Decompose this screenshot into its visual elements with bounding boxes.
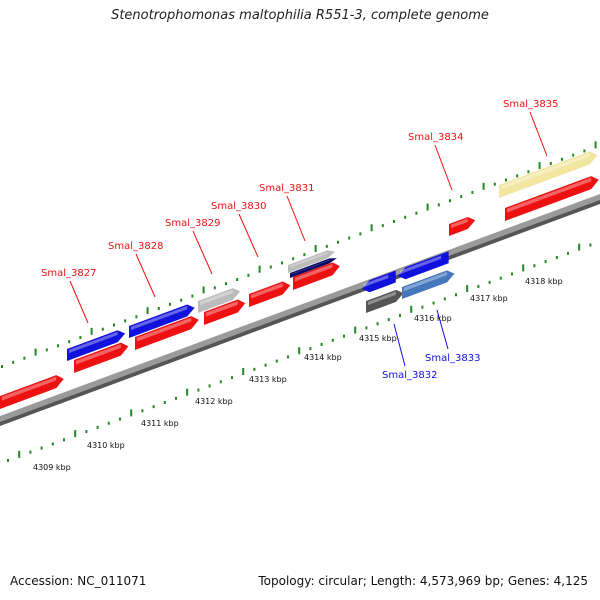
gene-arrow-red-highlight [506, 177, 592, 213]
gene-arrow-blue-reverse [362, 270, 396, 293]
backbone-line [0, 194, 600, 422]
gene-arrow-red-highlight [136, 317, 192, 342]
kbp-tick-label: 4314 kbp [304, 353, 342, 362]
gene-label-leader [436, 309, 449, 350]
kbp-tick-label: 4311 kbp [141, 419, 179, 428]
gene-arrow-red [505, 176, 599, 221]
gene-label-leader [192, 230, 213, 275]
accession-text: Accession: NC_011071 [10, 574, 147, 588]
gene-label-forward: Smal_3834 [408, 132, 463, 143]
gene-arrow-red [293, 262, 340, 290]
gene-label-forward: Smal_3831 [259, 183, 314, 194]
gene-arrow-gray [288, 250, 335, 273]
gene-label-forward: Smal_3829 [165, 218, 220, 229]
kbp-tick-label: 4317 kbp [470, 294, 508, 303]
gene-arrow-blue-reverse [398, 251, 449, 280]
gene-arrow-navy-highlight [291, 259, 330, 275]
gene-label-leader [393, 323, 406, 367]
gene-label-leader [69, 280, 89, 324]
gene-label-leader [135, 253, 156, 298]
inner-tick-ring: 4309 kbp 4310 kbp 4311 kbp 4312 kbp 4313 kbp… [7, 243, 592, 472]
gene-label-forward: Smal_3827 [41, 268, 96, 279]
gene-arrow-gray-highlight [289, 251, 328, 268]
kbp-tick-label: 4318 kbp [525, 277, 563, 286]
gene-arrow-red [249, 281, 291, 307]
gene-arrow-blue [129, 304, 195, 338]
gene-arrow-red-highlight [450, 218, 468, 229]
gene-arrow-red-highlight [294, 263, 333, 282]
gene-features [0, 151, 599, 409]
gene-label-forward: Smal_3830 [211, 201, 266, 212]
gene-arrow-red-highlight [205, 301, 238, 317]
gene-arrow-red [74, 342, 129, 373]
kbp-tick-label: 4310 kbp [87, 441, 125, 450]
gene-arrow-red [0, 375, 64, 409]
outer-tick-ring [1, 141, 597, 368]
gene-arrow-blue-reverse-highlight [363, 274, 389, 288]
kbp-tick-label: 4315 kbp [359, 334, 397, 343]
gene-arrow-darkgray [366, 289, 404, 313]
kbp-tick-label: 4313 kbp [249, 375, 287, 384]
gene-arrow-gray-highlight [199, 289, 233, 306]
genome-summary-text: Topology: circular; Length: 4,573,969 bp… [258, 574, 588, 588]
gene-arrow-gray [198, 288, 241, 313]
gene-arrow-navy [290, 258, 337, 278]
gene-arrow-steelblue [402, 270, 455, 299]
kbp-tick-label: 4312 kbp [195, 397, 233, 406]
gene-arrow-red [449, 217, 476, 236]
gene-label-leader [238, 213, 259, 258]
gene-label-leader [286, 195, 306, 242]
gene-arrow-steelblue-highlight [403, 271, 448, 292]
gene-arrow-red-highlight [1, 376, 57, 401]
gene-arrow-yellow [499, 151, 598, 198]
gene-arrow-darkgray-highlight [367, 291, 397, 306]
gene-arrow-blue [67, 330, 126, 361]
gene-arrow-blue-highlight [68, 331, 118, 354]
gene-arrow-red-highlight [250, 283, 283, 299]
gene-arrow-yellow-highlight [500, 152, 590, 190]
map-title: Stenotrophomonas maltophilia R551-3, com… [111, 8, 489, 23]
gene-label-reverse: Smal_3832 [382, 370, 437, 381]
gene-arrow-blue-highlight [130, 305, 188, 331]
gene-labels: Smal_3827 Smal_3828 Smal_3829 Smal_3830 Smal… [41, 99, 558, 381]
gene-label-leader [529, 111, 548, 157]
gene-arrow-red [204, 299, 246, 325]
gene-label-forward: Smal_3835 [503, 99, 558, 110]
gene-arrow-red [135, 316, 199, 350]
gene-arrow-blue-reverse-highlight [399, 255, 442, 275]
kbp-tick-label: 4316 kbp [414, 314, 452, 323]
genome-backbone [0, 194, 600, 426]
gene-label-reverse: Smal_3833 [425, 353, 480, 364]
gene-arrow-red-highlight [75, 344, 121, 365]
gene-label-leader [434, 144, 453, 191]
kbp-tick-label: 4309 kbp [33, 463, 71, 472]
gene-label-forward: Smal_3828 [108, 241, 163, 252]
